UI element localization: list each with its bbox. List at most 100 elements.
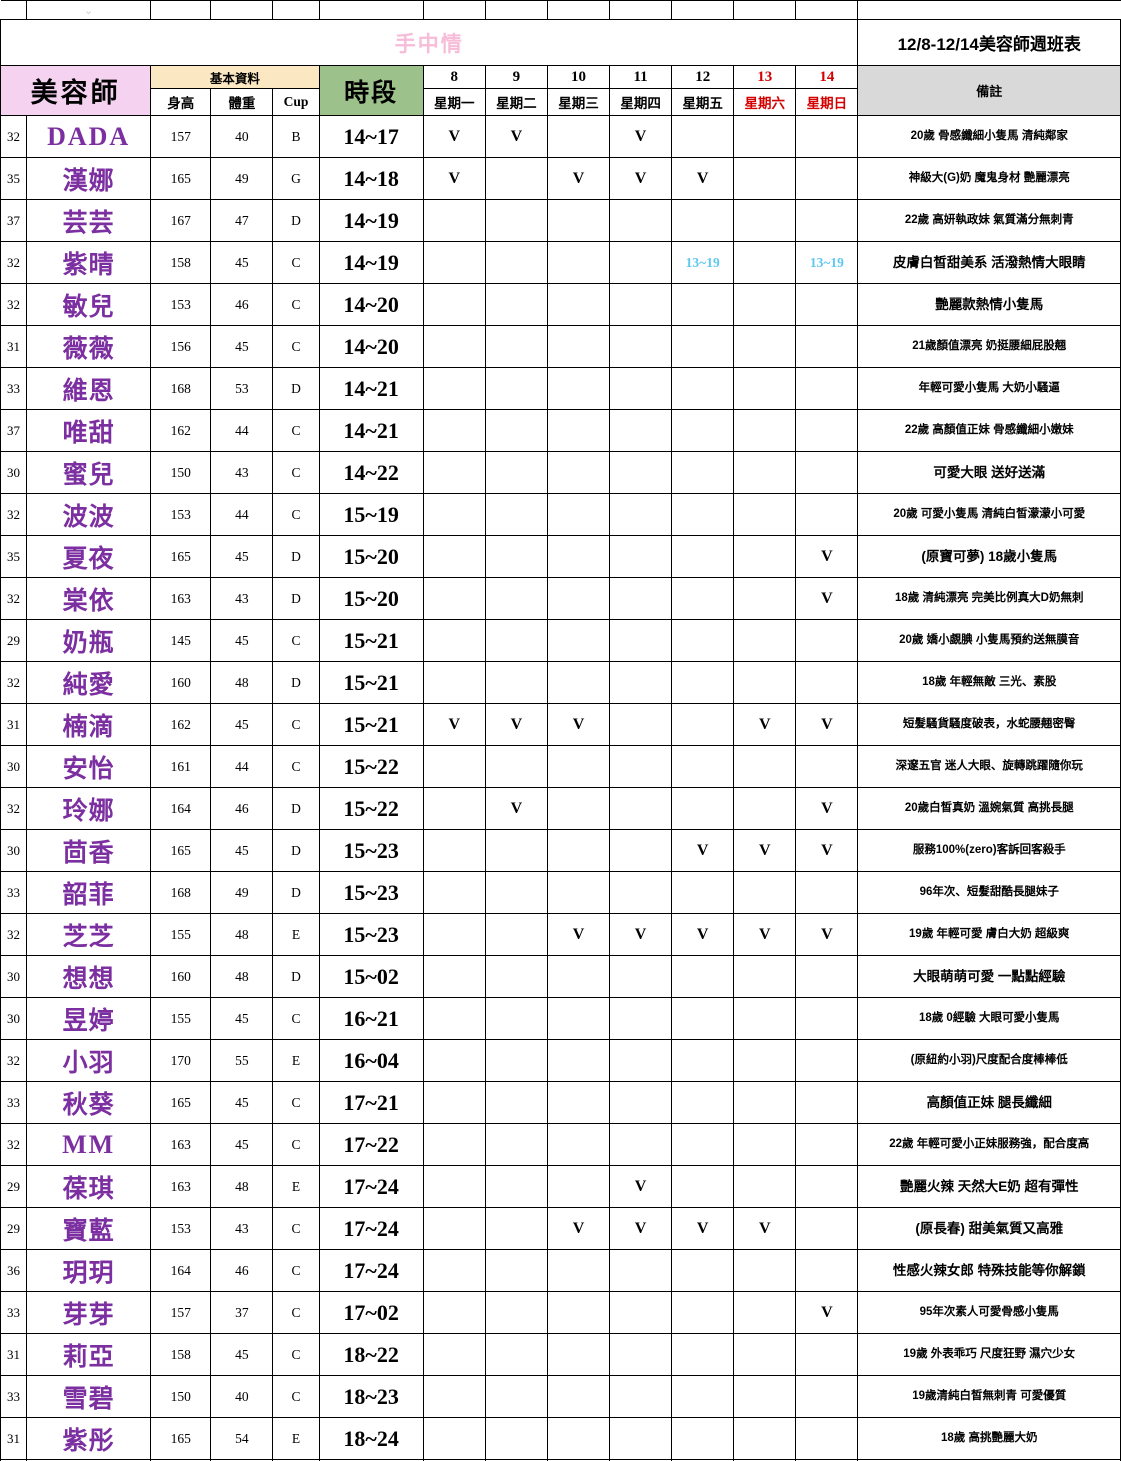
day-cell-2[interactable] xyxy=(484,1333,548,1376)
day-cell-1[interactable] xyxy=(422,535,486,578)
day-cell-1[interactable] xyxy=(422,1333,486,1376)
day-cell-6[interactable] xyxy=(733,367,797,410)
day-cell-7[interactable] xyxy=(795,115,859,158)
day-cell-7[interactable]: 13~19 xyxy=(795,241,859,284)
day-cell-7[interactable] xyxy=(795,1207,859,1250)
day-cell-2[interactable] xyxy=(484,241,548,284)
day-cell-3[interactable] xyxy=(546,1375,611,1418)
day-cell-4[interactable]: V xyxy=(609,157,673,200)
day-cell-6[interactable] xyxy=(733,409,797,452)
day-cell-6[interactable] xyxy=(733,745,797,788)
day-cell-2[interactable]: V xyxy=(484,115,548,158)
day-cell-2[interactable] xyxy=(484,535,548,578)
day-cell-3[interactable] xyxy=(546,1333,611,1376)
day-cell-7[interactable] xyxy=(795,1081,859,1124)
day-cell-1[interactable] xyxy=(422,577,486,620)
day-cell-1[interactable]: V xyxy=(422,115,486,158)
day-cell-2[interactable] xyxy=(484,871,548,914)
day-cell-2[interactable] xyxy=(484,493,548,536)
day-cell-4[interactable] xyxy=(609,1249,673,1292)
day-cell-3[interactable] xyxy=(546,1249,611,1292)
day-cell-6[interactable] xyxy=(733,199,797,242)
day-cell-7[interactable]: V xyxy=(795,829,859,872)
day-cell-5[interactable] xyxy=(671,1417,735,1460)
day-cell-3[interactable] xyxy=(546,1039,611,1082)
day-cell-1[interactable] xyxy=(422,829,486,872)
day-cell-5[interactable] xyxy=(671,703,735,746)
day-cell-4[interactable] xyxy=(609,367,673,410)
day-cell-4[interactable]: V xyxy=(609,913,673,956)
day-cell-7[interactable] xyxy=(795,493,859,536)
day-cell-4[interactable] xyxy=(609,829,673,872)
day-cell-4[interactable] xyxy=(609,1039,673,1082)
day-cell-6[interactable] xyxy=(733,1291,797,1334)
day-cell-5[interactable] xyxy=(671,115,735,158)
day-cell-7[interactable] xyxy=(795,283,859,326)
day-cell-3[interactable]: V xyxy=(546,157,611,200)
day-cell-2[interactable] xyxy=(484,1123,548,1166)
day-cell-6[interactable] xyxy=(733,535,797,578)
day-cell-7[interactable]: V xyxy=(795,577,859,620)
day-cell-2[interactable] xyxy=(484,829,548,872)
day-cell-2[interactable] xyxy=(484,451,548,494)
day-cell-5[interactable] xyxy=(671,199,735,242)
day-cell-1[interactable] xyxy=(422,1375,486,1418)
day-cell-2[interactable] xyxy=(484,619,548,662)
day-cell-4[interactable] xyxy=(609,409,673,452)
day-cell-3[interactable]: V xyxy=(546,703,611,746)
day-cell-6[interactable] xyxy=(733,1333,797,1376)
day-cell-5[interactable] xyxy=(671,1333,735,1376)
day-cell-1[interactable] xyxy=(422,871,486,914)
day-cell-7[interactable] xyxy=(795,1333,859,1376)
day-cell-7[interactable] xyxy=(795,745,859,788)
day-cell-5[interactable] xyxy=(671,871,735,914)
day-cell-3[interactable] xyxy=(546,1081,611,1124)
day-cell-7[interactable]: V xyxy=(795,787,859,830)
day-cell-6[interactable] xyxy=(733,115,797,158)
day-cell-5[interactable] xyxy=(671,325,735,368)
day-cell-5[interactable] xyxy=(671,283,735,326)
day-cell-4[interactable] xyxy=(609,1375,673,1418)
day-cell-2[interactable] xyxy=(484,1081,548,1124)
day-cell-3[interactable] xyxy=(546,199,611,242)
day-cell-2[interactable] xyxy=(484,1291,548,1334)
day-cell-3[interactable] xyxy=(546,1123,611,1166)
day-cell-1[interactable] xyxy=(422,1039,486,1082)
day-cell-4[interactable] xyxy=(609,745,673,788)
day-cell-5[interactable] xyxy=(671,409,735,452)
day-cell-3[interactable] xyxy=(546,577,611,620)
day-cell-5[interactable]: V xyxy=(671,913,735,956)
day-cell-4[interactable] xyxy=(609,1291,673,1334)
day-cell-1[interactable] xyxy=(422,283,486,326)
day-cell-2[interactable] xyxy=(484,325,548,368)
day-cell-7[interactable] xyxy=(795,1039,859,1082)
day-cell-6[interactable] xyxy=(733,787,797,830)
day-cell-5[interactable]: V xyxy=(671,829,735,872)
day-cell-3[interactable] xyxy=(546,871,611,914)
day-cell-3[interactable] xyxy=(546,367,611,410)
day-cell-1[interactable] xyxy=(422,1081,486,1124)
day-cell-4[interactable] xyxy=(609,325,673,368)
day-cell-1[interactable] xyxy=(422,241,486,284)
day-cell-4[interactable] xyxy=(609,1123,673,1166)
day-cell-5[interactable] xyxy=(671,451,735,494)
day-cell-6[interactable]: V xyxy=(733,703,797,746)
day-cell-3[interactable] xyxy=(546,325,611,368)
day-cell-1[interactable] xyxy=(422,913,486,956)
day-cell-1[interactable] xyxy=(422,745,486,788)
day-cell-5[interactable] xyxy=(671,1165,735,1208)
day-cell-4[interactable] xyxy=(609,871,673,914)
day-cell-7[interactable] xyxy=(795,1375,859,1418)
day-cell-4[interactable] xyxy=(609,283,673,326)
day-cell-6[interactable] xyxy=(733,1039,797,1082)
day-cell-4[interactable] xyxy=(609,451,673,494)
day-cell-7[interactable] xyxy=(795,199,859,242)
day-cell-5[interactable] xyxy=(671,1249,735,1292)
day-cell-1[interactable]: V xyxy=(422,157,486,200)
day-cell-2[interactable]: V xyxy=(484,787,548,830)
day-cell-1[interactable] xyxy=(422,409,486,452)
day-cell-6[interactable] xyxy=(733,157,797,200)
day-cell-1[interactable] xyxy=(422,619,486,662)
day-cell-5[interactable] xyxy=(671,661,735,704)
day-cell-3[interactable] xyxy=(546,535,611,578)
